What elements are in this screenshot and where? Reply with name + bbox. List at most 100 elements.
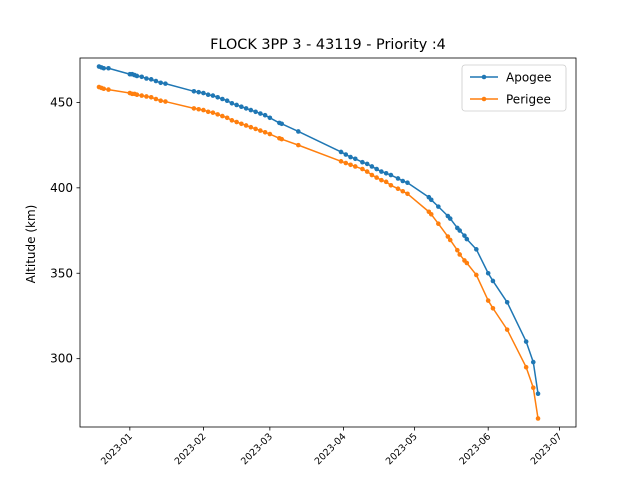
data-point-perigee (455, 247, 460, 253)
data-point-apogee (279, 121, 285, 127)
data-point-apogee (447, 216, 453, 221)
y-tick-label: 450 (50, 95, 73, 109)
data-point-apogee (383, 171, 389, 176)
data-point-apogee (239, 104, 244, 109)
data-point-perigee (220, 113, 225, 119)
data-point-perigee (134, 92, 140, 98)
data-point-perigee (464, 260, 470, 266)
data-point-perigee (447, 237, 453, 243)
data-point-apogee (163, 81, 168, 86)
data-point-perigee (296, 142, 301, 148)
data-point-apogee (229, 100, 235, 106)
y-axis-label: Altitude (km) (24, 205, 38, 284)
data-point-perigee (379, 177, 384, 183)
data-point-perigee (248, 124, 254, 130)
data-point-apogee (144, 76, 149, 81)
data-point-apogee (153, 78, 159, 84)
data-point-apogee (338, 149, 344, 155)
data-point-apogee (535, 391, 541, 396)
data-point-apogee (352, 156, 358, 162)
y-tick-label: 400 (50, 181, 73, 195)
data-point-apogee (369, 164, 375, 169)
data-point-perigee (148, 94, 154, 100)
data-point-apogee (343, 152, 349, 157)
data-point-perigee (530, 385, 536, 391)
data-point-perigee (395, 186, 401, 191)
data-point-apogee (379, 169, 384, 174)
data-point-perigee (369, 172, 375, 178)
data-point-perigee (234, 119, 239, 125)
data-point-apogee (374, 166, 379, 172)
data-point-perigee (457, 252, 463, 257)
data-point-apogee (196, 89, 201, 95)
data-point-apogee (148, 77, 154, 82)
data-point-perigee (229, 118, 235, 123)
legend-marker-perigee (481, 96, 487, 102)
data-point-apogee (504, 299, 510, 305)
data-point-apogee (106, 65, 111, 71)
data-point-perigee (364, 169, 370, 174)
series-layer (96, 64, 541, 421)
legend-label-apogee: Apogee (506, 71, 552, 85)
data-point-perigee (153, 96, 159, 102)
data-point-perigee (388, 182, 394, 188)
data-point-apogee (296, 129, 301, 134)
data-point-apogee (220, 96, 225, 102)
data-point-perigee (258, 128, 263, 133)
y-tick-label: 300 (50, 352, 73, 366)
data-point-perigee (485, 298, 491, 303)
data-point-apogee (101, 65, 107, 71)
data-point-perigee (279, 136, 285, 142)
data-point-perigee (106, 87, 111, 92)
data-point-perigee (201, 107, 206, 113)
data-point-perigee (139, 93, 144, 98)
data-point-perigee (504, 327, 510, 332)
data-point-perigee (224, 115, 230, 121)
data-point-perigee (205, 109, 211, 115)
data-point-perigee (348, 162, 353, 168)
data-point-apogee (215, 94, 220, 100)
data-point-perigee (243, 123, 249, 128)
chart-title: FLOCK 3PP 3 - 43119 - Priority :4 (210, 37, 446, 53)
data-point-perigee (523, 364, 529, 370)
data-point-perigee (191, 106, 197, 111)
data-point-apogee (205, 92, 211, 98)
series-perigee (96, 84, 541, 421)
data-point-apogee (134, 73, 140, 79)
data-point-apogee (360, 159, 365, 165)
data-point-perigee (101, 86, 107, 92)
data-point-perigee (239, 121, 244, 127)
data-point-apogee (485, 270, 491, 276)
legend-marker-apogee (481, 74, 487, 80)
data-point-perigee (144, 94, 149, 99)
series-apogee (96, 64, 541, 396)
data-point-perigee (158, 98, 163, 104)
data-point-perigee (374, 175, 379, 180)
data-point-perigee (383, 179, 389, 185)
data-point-apogee (158, 80, 163, 86)
data-point-apogee (474, 247, 479, 252)
plot-frame (79, 57, 577, 428)
data-point-apogee (428, 197, 434, 203)
data-point-apogee (388, 172, 394, 178)
data-point-perigee (400, 188, 406, 194)
data-point-perigee (428, 212, 434, 217)
data-point-perigee (210, 110, 216, 115)
data-point-perigee (215, 112, 220, 117)
data-point-apogee (464, 236, 470, 242)
data-point-perigee (262, 130, 268, 135)
data-point-apogee (400, 178, 406, 184)
data-point-apogee (405, 180, 410, 186)
data-point-apogee (234, 102, 239, 108)
data-point-apogee (436, 204, 441, 209)
data-point-apogee (523, 339, 529, 344)
data-point-apogee (191, 89, 197, 94)
data-point-apogee (267, 115, 273, 121)
legend-label-perigee: Perigee (506, 93, 551, 107)
data-point-apogee (530, 359, 536, 365)
data-point-apogee (490, 278, 496, 284)
data-point-apogee (364, 161, 370, 167)
data-point-apogee (248, 107, 254, 113)
data-point-perigee (405, 191, 410, 197)
